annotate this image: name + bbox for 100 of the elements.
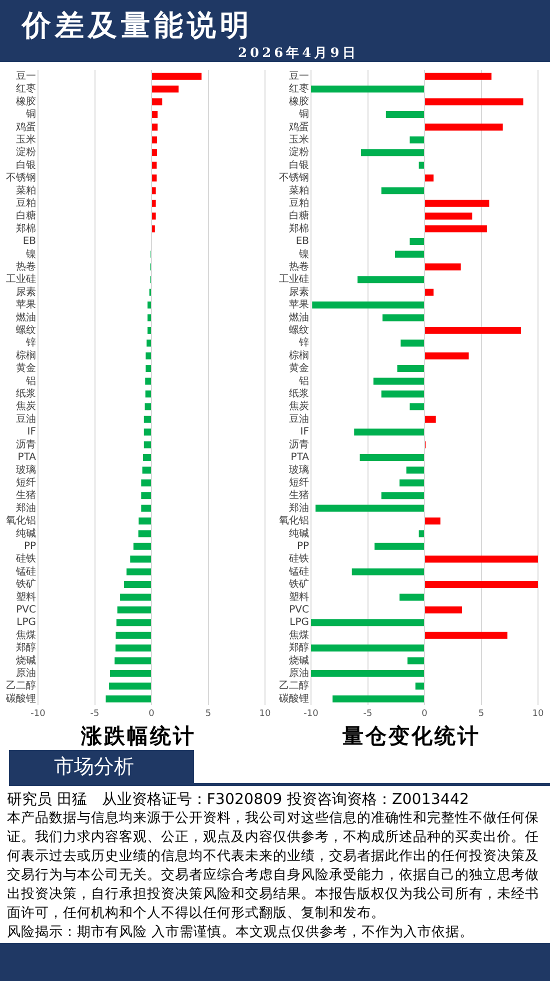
bar: [358, 276, 424, 284]
bar: [425, 98, 524, 106]
bar: [425, 212, 472, 220]
y-tick-label: 纸浆: [289, 388, 309, 400]
y-tick-label: 郑棉: [16, 222, 36, 234]
y-tick-label: 铁矿: [288, 578, 309, 590]
y-tick-label: 纸浆: [16, 388, 36, 400]
bar: [152, 86, 179, 93]
bar: [144, 403, 151, 410]
y-tick-label: 焦煤: [16, 628, 36, 641]
y-tick-label: 红枣: [289, 82, 309, 95]
bar: [400, 479, 424, 486]
bar: [152, 149, 157, 156]
bar: [400, 594, 424, 601]
y-tick-label: 郑油: [289, 502, 309, 514]
y-tick-label: 沥青: [16, 438, 36, 450]
y-tick-label: 铁矿: [15, 578, 36, 590]
text: 本产品数据与信息均来源于公开资料，我公司对这些信息的准确性和完整性不做任何保证。我们力求内容客观、公正，观点及内容仅供参考，不构成所述品种的买卖出价。任何表示过去或历史业绩的信息均不代表未来的业绩，交易者据此作出的任何投资决策及交易行为与本公司无关。交易者应综合考虑自身风险承受能力，依据自己的独立思考做出投资决策，自行承担投资决策风险和交易结果。本报告版权仅为我公司所有，未经书面许可，任何机构和个人不得以任何形式翻版、复制和发布。: [7, 809, 540, 923]
y-tick-label: 橡胶: [289, 95, 309, 108]
y-tick-label: 碳酸锂: [5, 692, 36, 704]
bar: [381, 390, 424, 398]
x-tick-label: 5: [478, 708, 484, 719]
bar: [425, 225, 487, 232]
y-tick-label: 淀粉: [289, 146, 309, 158]
y-tick-label: 乙二醇: [6, 680, 36, 692]
bar: [354, 428, 424, 436]
y-tick-label: 乙二醇: [279, 680, 309, 692]
y-tick-label: 镍: [298, 248, 309, 260]
y-tick-label: 工业硅: [279, 273, 309, 286]
y-tick-label: 螺纹: [289, 324, 309, 336]
bar: [311, 86, 424, 93]
y-tick-label: 鸡蛋: [15, 120, 36, 133]
text: 研究员 田猛 从业资格证号：F3020809 投资咨询资格：Z0013442: [7, 790, 470, 809]
y-tick-label: 铜: [298, 109, 309, 120]
bar: [410, 403, 424, 410]
y-tick-label: 棕榈: [16, 349, 36, 362]
y-tick-label: 锌: [25, 336, 36, 349]
y-tick-label: 玻璃: [289, 464, 309, 476]
bar: [410, 238, 424, 245]
bar: [425, 632, 508, 639]
bar: [152, 200, 156, 207]
bar: [311, 619, 424, 626]
bar: [116, 632, 151, 639]
y-tick-label: PTA: [290, 452, 310, 464]
y-tick-label: 菜粕: [16, 184, 36, 196]
y-tick-label: 郑油: [16, 502, 36, 514]
bar: [418, 530, 424, 538]
bar: [114, 657, 151, 664]
y-tick-label: 郑醇: [289, 642, 309, 654]
y-tick-label: 白糖: [16, 210, 36, 222]
text: 风险揭示：期市有风险 入市需谨慎。本文观点仅供参考，不作为入市依据。: [7, 923, 474, 942]
y-tick-label: 不锈钢: [6, 172, 36, 184]
y-tick-label: 热卷: [16, 260, 36, 273]
y-tick-label: IF: [27, 426, 36, 438]
y-tick-label: 豆一: [16, 70, 36, 82]
bar: [152, 162, 157, 169]
y-tick-label: 原油: [16, 667, 36, 680]
y-tick-label: PP: [296, 540, 309, 552]
bar: [138, 530, 151, 538]
x-tick-label: 10: [259, 708, 271, 719]
bar: [144, 441, 151, 448]
y-tick-label: PVC: [289, 604, 310, 616]
y-tick-label: 燃油: [16, 311, 36, 324]
y-tick-label: 螺纹: [16, 324, 36, 336]
y-tick-label: 烧碱: [289, 654, 309, 666]
bar: [152, 174, 157, 182]
bar: [425, 288, 434, 296]
y-tick-label: LPG: [290, 617, 309, 628]
x-tick-label: -10: [304, 708, 319, 719]
x-tick-label: 5: [205, 708, 212, 719]
x-tick-label: -5: [363, 708, 372, 719]
bar: [110, 670, 151, 677]
y-tick-label: 锌: [298, 336, 309, 349]
bar: [360, 149, 424, 156]
bar: [116, 644, 151, 652]
y-tick-label: PTA: [18, 452, 36, 464]
text: 市场分析: [9, 750, 194, 783]
y-tick-label: 橡胶: [16, 95, 36, 108]
bar: [145, 378, 151, 385]
bar: [152, 124, 158, 131]
y-tick-label: 塑料: [16, 590, 36, 603]
y-tick-label: 豆粕: [16, 198, 36, 209]
bar: [116, 619, 151, 626]
y-tick-label: 郑棉: [289, 222, 309, 234]
bar: [133, 542, 151, 550]
bar: [142, 454, 151, 461]
bar: [425, 556, 538, 563]
y-tick-label: 铜: [25, 109, 36, 120]
bar: [106, 695, 151, 702]
bar: [382, 314, 424, 322]
bar: [146, 365, 151, 372]
bar: [152, 72, 202, 80]
bar: [425, 416, 436, 423]
bar: [311, 670, 424, 677]
y-tick-label: 豆粕: [289, 198, 309, 209]
y-tick-label: PP: [24, 540, 36, 552]
bar: [373, 378, 424, 385]
x-tick-label: 10: [532, 708, 544, 719]
y-tick-label: 红枣: [16, 82, 36, 95]
y-tick-label: 玻璃: [16, 464, 36, 476]
